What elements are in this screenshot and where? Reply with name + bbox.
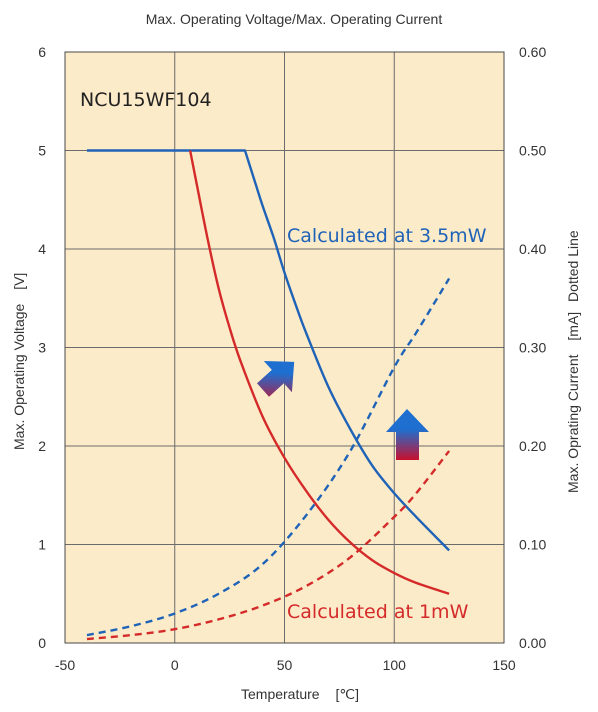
- annotation-blue: Calculated at 3.5mW: [287, 225, 487, 247]
- y-right-suffix: Dotted Line: [565, 230, 581, 302]
- current-series-1mw: [86, 450, 451, 641]
- y-left-axis-label: Max. Operating Voltage [V]: [11, 273, 27, 450]
- annotation-red: Calculated at 1mW: [287, 601, 469, 623]
- y-left-unit: [V]: [11, 273, 27, 290]
- y-right-label-text: Max. Oprating Current: [565, 354, 581, 493]
- series-layer: [86, 149, 451, 641]
- voltage-series-3-5mw: [86, 149, 450, 552]
- x-axis-unit: [℃]: [335, 686, 359, 702]
- y-left-tick-label: 2: [38, 438, 46, 454]
- current-series-3-5mw: [86, 277, 451, 637]
- y-right-axis-label: Max. Oprating Current [mA] Dotted Line: [565, 230, 581, 493]
- y-right-tick-label: 0.50: [519, 143, 546, 159]
- arrow-diagonal-icon: [256, 361, 295, 397]
- y-right-tick-label: 0.10: [519, 537, 546, 553]
- y-right-tick-label: 0.30: [519, 340, 546, 356]
- x-axis-label: Temperature [℃]: [241, 686, 359, 702]
- y-left-tick-label: 4: [38, 241, 46, 257]
- grid: [64, 51, 505, 644]
- x-tick-label: 0: [171, 657, 179, 673]
- model-label: NCU15WF104: [80, 89, 212, 111]
- x-tick-label: 50: [277, 657, 293, 673]
- y-right-tick-labels: 0.00 0.10 0.20 0.30 0.40 0.50 0.60: [519, 44, 546, 651]
- y-right-tick-label: 0.40: [519, 241, 546, 257]
- x-axis-label-text: Temperature: [241, 686, 320, 702]
- y-left-tick-labels: 0 1 2 3 4 5 6: [38, 44, 46, 651]
- x-tick-labels: -50 0 50 100 150: [55, 657, 516, 673]
- x-tick-label: 150: [492, 657, 516, 673]
- y-right-unit: [mA]: [565, 312, 581, 341]
- y-left-tick-label: 3: [38, 340, 46, 356]
- y-right-tick-label: 0.00: [519, 635, 546, 651]
- y-left-tick-label: 6: [38, 44, 46, 60]
- chart-title: Max. Operating Voltage/Max. Operating Cu…: [146, 11, 443, 27]
- y-left-tick-label: 0: [38, 635, 46, 651]
- y-right-tick-label: 0.20: [519, 438, 546, 454]
- y-left-tick-label: 1: [38, 537, 46, 553]
- voltage-series-1mw: [188, 150, 450, 595]
- y-left-label-text: Max. Operating Voltage: [11, 303, 27, 450]
- x-tick-label: -50: [55, 657, 75, 673]
- plot-frame: [64, 51, 505, 644]
- x-tick-label: 100: [383, 657, 407, 673]
- y-left-tick-label: 5: [38, 143, 46, 159]
- arrow-up-icon: [386, 409, 429, 460]
- y-right-tick-label: 0.60: [519, 44, 546, 60]
